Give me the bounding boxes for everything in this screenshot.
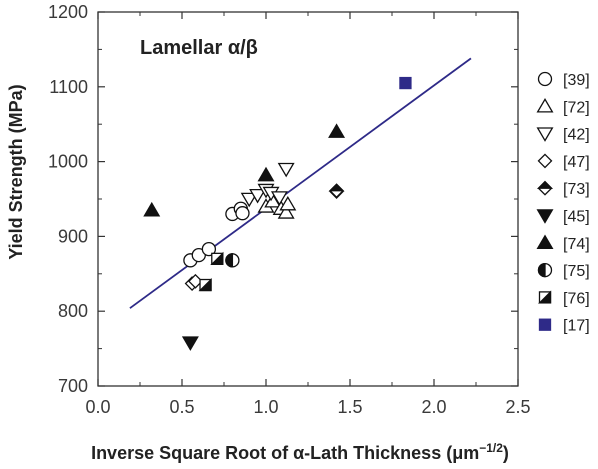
marker-fill bbox=[198, 277, 212, 292]
legend-marker bbox=[537, 262, 553, 278]
legend-marker bbox=[536, 127, 554, 142]
y-tick-label: 1200 bbox=[48, 2, 88, 22]
data-point bbox=[270, 191, 288, 206]
y-axis-title: Yield Strength (MPa) bbox=[6, 84, 26, 259]
legend: [39] [72] [42] [47] [73] [45] [74] [75] [76] [17] bbox=[536, 71, 590, 335]
marker-shape bbox=[181, 336, 199, 351]
legend-label: [45] bbox=[563, 209, 590, 226]
marker-fill bbox=[537, 262, 546, 278]
legend-marker bbox=[536, 209, 554, 224]
marker-shape bbox=[538, 318, 552, 331]
legend-label: [75] bbox=[563, 263, 590, 280]
x-axis-title-main: Inverse Square Root of α-Lath Thickness … bbox=[91, 443, 479, 463]
legend-label: [76] bbox=[563, 290, 590, 307]
marker-shape bbox=[279, 195, 297, 211]
axis-ticks: 0.0 0.5 1.0 1.5 2.0 2.5 700 800 900 1000 1100 1200 bbox=[48, 2, 531, 417]
x-tick-label: 0.5 bbox=[169, 397, 194, 417]
marker-shape bbox=[240, 192, 258, 208]
marker-shape bbox=[536, 209, 554, 224]
legend-label: [74] bbox=[563, 236, 590, 253]
legend-marker bbox=[536, 234, 554, 250]
legend-marker bbox=[537, 153, 553, 169]
data-point bbox=[240, 192, 258, 208]
chart-annotation: Lamellar α/β bbox=[140, 37, 258, 59]
marker-shape bbox=[536, 98, 554, 113]
data-points bbox=[143, 76, 412, 351]
fit-line bbox=[129, 57, 472, 309]
x-axis-title: Inverse Square Root of α-Lath Thickness … bbox=[91, 441, 509, 463]
y-tick-label: 900 bbox=[58, 226, 88, 246]
marker-shape bbox=[143, 201, 161, 217]
plot-border bbox=[97, 11, 519, 387]
legend-label: [39] bbox=[563, 72, 590, 89]
data-point bbox=[328, 123, 346, 138]
marker-fill bbox=[536, 180, 554, 189]
data-point bbox=[235, 206, 250, 221]
marker-shape bbox=[328, 123, 346, 138]
marker-fill bbox=[210, 251, 224, 265]
marker-shape bbox=[537, 153, 553, 169]
x-tick-label: 0.0 bbox=[85, 397, 110, 417]
data-point bbox=[143, 201, 161, 217]
data-point bbox=[249, 189, 267, 204]
fit-line-group bbox=[129, 57, 472, 309]
legend-label: [42] bbox=[563, 127, 590, 144]
data-point bbox=[328, 183, 345, 199]
y-tick-label: 1000 bbox=[48, 152, 88, 172]
legend-label: [47] bbox=[563, 154, 590, 171]
marker-shape bbox=[536, 127, 554, 142]
x-axis-title-close: ) bbox=[503, 443, 509, 463]
legend-label: [17] bbox=[563, 318, 590, 335]
marker-shape bbox=[249, 189, 267, 204]
marker-fill bbox=[537, 290, 552, 304]
data-point bbox=[225, 253, 240, 268]
data-point bbox=[277, 204, 295, 219]
x-tick-label: 1.5 bbox=[337, 397, 362, 417]
legend-marker bbox=[536, 98, 554, 113]
marker-shape bbox=[399, 76, 412, 90]
legend-marker bbox=[537, 71, 553, 87]
data-point bbox=[257, 166, 275, 182]
data-point bbox=[198, 277, 212, 292]
x-tick-label: 2.0 bbox=[421, 397, 446, 417]
marker-fill bbox=[328, 183, 345, 192]
data-point bbox=[279, 195, 297, 211]
data-point bbox=[277, 162, 295, 178]
marker-shape bbox=[257, 166, 275, 182]
data-point bbox=[399, 76, 412, 90]
data-point bbox=[201, 241, 217, 257]
x-tick-label: 1.0 bbox=[253, 397, 278, 417]
y-tick-label: 1100 bbox=[49, 77, 88, 97]
legend-label: [73] bbox=[563, 181, 590, 198]
x-axis-title-exponent: −1/2 bbox=[479, 441, 503, 455]
data-point bbox=[210, 251, 224, 265]
legend-marker bbox=[537, 290, 552, 304]
marker-shape bbox=[536, 234, 554, 250]
data-point bbox=[181, 336, 199, 351]
marker-shape bbox=[201, 241, 217, 257]
marker-shape bbox=[235, 206, 250, 221]
marker-fill bbox=[225, 253, 234, 268]
legend-marker bbox=[538, 318, 552, 331]
marker-shape bbox=[537, 71, 553, 87]
marker-shape bbox=[277, 204, 295, 219]
x-tick-label: 2.5 bbox=[505, 397, 530, 417]
y-tick-label: 800 bbox=[58, 301, 88, 321]
legend-label: [72] bbox=[563, 99, 590, 116]
y-tick-label: 700 bbox=[58, 376, 88, 396]
marker-shape bbox=[277, 162, 295, 178]
plot-area bbox=[97, 11, 519, 387]
marker-shape bbox=[270, 191, 288, 206]
legend-marker bbox=[536, 180, 554, 196]
